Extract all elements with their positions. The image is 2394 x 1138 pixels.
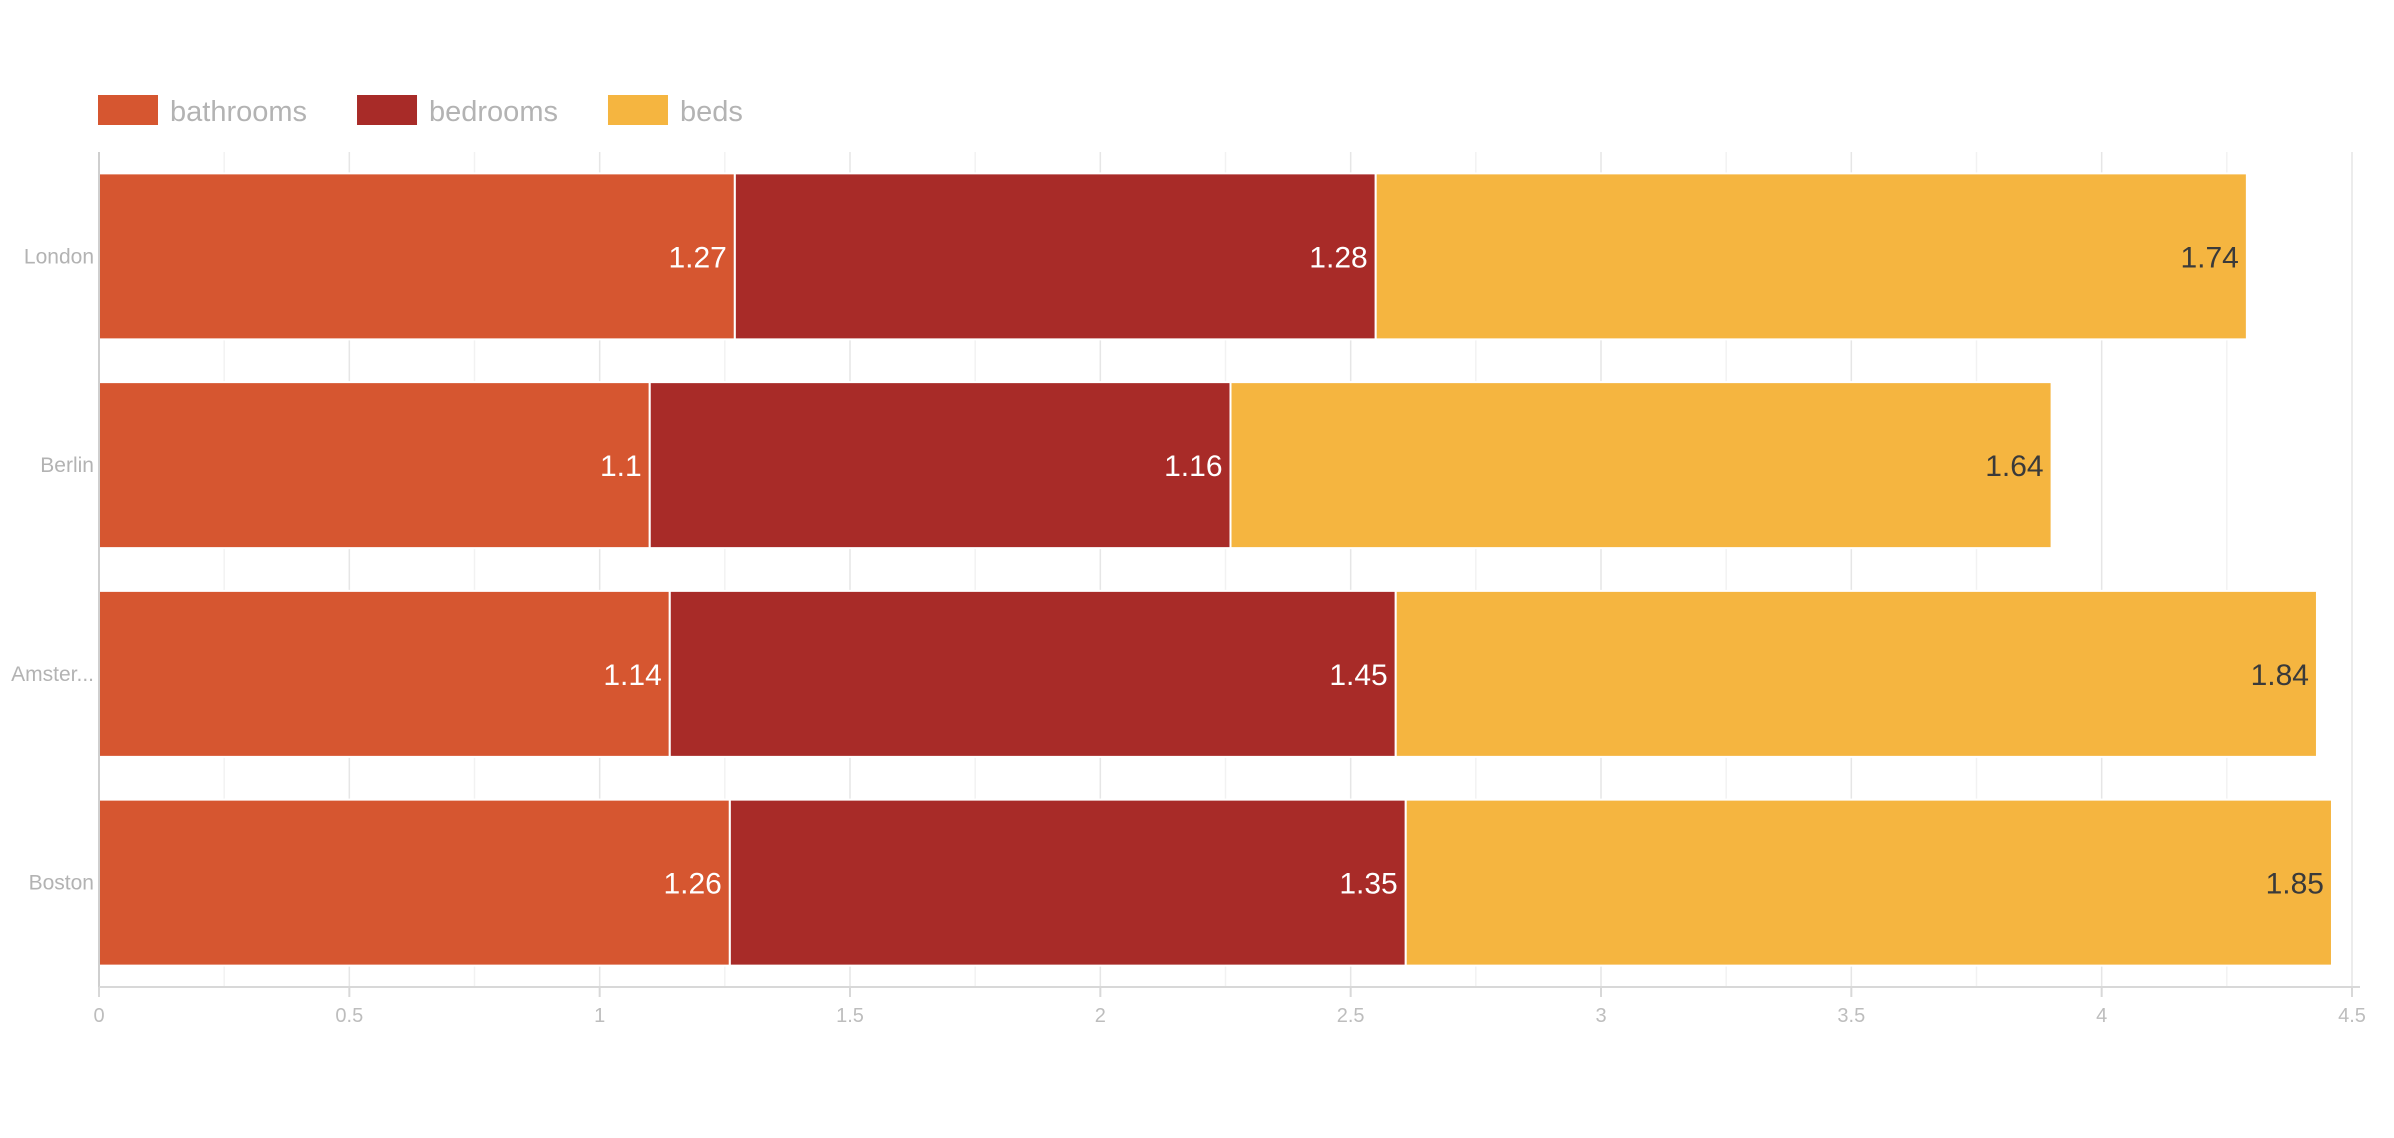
- data-label-beds-2: 1.84: [2251, 659, 2309, 692]
- data-label-bathrooms-3: 1.26: [663, 868, 721, 901]
- x-tick-label: 2.5: [1337, 1005, 1365, 1027]
- bar-bedrooms-0[interactable]: [733, 172, 1377, 341]
- x-tick-label: 1: [594, 1005, 605, 1027]
- x-tick-label: 4.5: [2338, 1005, 2366, 1027]
- data-label-bedrooms-2: 1.45: [1329, 659, 1387, 692]
- bar-bedrooms-1[interactable]: [648, 381, 1232, 550]
- bar-bathrooms-2[interactable]: [98, 589, 671, 758]
- data-label-beds-0: 1.74: [2180, 241, 2238, 274]
- bar-bedrooms-2[interactable]: [668, 589, 1397, 758]
- data-label-beds-3: 1.85: [2266, 868, 2324, 901]
- data-label-bedrooms-3: 1.35: [1339, 868, 1397, 901]
- legend: bathrooms bedrooms beds: [98, 95, 743, 128]
- x-tick-label: 1.5: [836, 1005, 864, 1027]
- legend-label-bathrooms[interactable]: bathrooms: [170, 96, 307, 128]
- category-label: London: [24, 245, 94, 268]
- x-tick-label: 3.5: [1837, 1005, 1865, 1027]
- bar-bathrooms-3[interactable]: [98, 798, 731, 967]
- bar-beds-3[interactable]: [1404, 798, 2333, 967]
- data-label-bathrooms-0: 1.27: [668, 241, 726, 274]
- legend-label-bedrooms[interactable]: bedrooms: [429, 96, 558, 128]
- legend-swatch-bathrooms: [98, 95, 158, 125]
- bars: 1.27 1.28 1.74 1.1 1.16 1.64 1.14 1.45 1.84 1.26 1…: [98, 172, 2333, 967]
- bar-beds-0[interactable]: [1374, 172, 2248, 341]
- x-tick-label: 4: [2096, 1005, 2107, 1027]
- legend-swatch-bedrooms: [357, 95, 418, 125]
- x-tick-label: 0.5: [335, 1005, 363, 1027]
- category-label: Amster...: [11, 663, 94, 686]
- x-tick-label: 0: [93, 1005, 104, 1027]
- category-label: Berlin: [40, 454, 94, 477]
- data-label-bathrooms-2: 1.14: [603, 659, 661, 692]
- x-tick-label: 3: [1595, 1005, 1606, 1027]
- category-label: Boston: [29, 872, 94, 895]
- legend-label-beds[interactable]: beds: [680, 96, 743, 128]
- bar-beds-2[interactable]: [1394, 589, 2318, 758]
- legend-swatch-beds: [607, 95, 668, 125]
- bar-beds-1[interactable]: [1229, 381, 2053, 550]
- bar-bathrooms-1[interactable]: [98, 381, 651, 550]
- data-label-bathrooms-1: 1.1: [600, 450, 642, 483]
- x-tick-label: 2: [1095, 1005, 1106, 1027]
- data-label-bedrooms-1: 1.16: [1164, 450, 1222, 483]
- axes: London Berlin Amster... Boston 0 0.5 1 1.5 2 2.5 3…: [11, 152, 2366, 1027]
- data-label-beds-1: 1.64: [1985, 450, 2043, 483]
- bar-bedrooms-3[interactable]: [728, 798, 1407, 967]
- bar-bathrooms-0[interactable]: [98, 172, 736, 341]
- data-label-bedrooms-0: 1.28: [1309, 241, 1367, 274]
